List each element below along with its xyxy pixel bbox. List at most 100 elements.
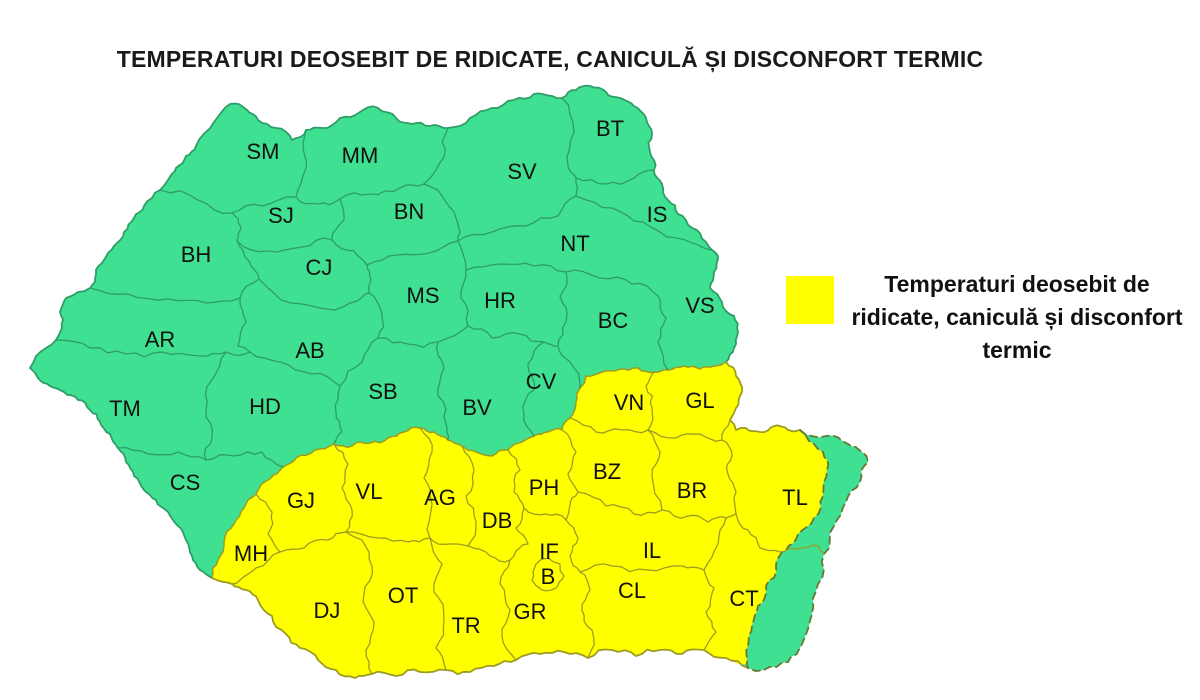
county-border-warning-24 bbox=[687, 513, 737, 523]
county-border-normal-28 bbox=[339, 337, 379, 387]
warning-zone-boundary bbox=[211, 361, 727, 579]
county-label-VS: VS bbox=[685, 293, 714, 318]
county-border-normal-14 bbox=[366, 264, 372, 294]
county-border-warning-12 bbox=[507, 449, 525, 509]
county-label-BC: BC bbox=[598, 308, 629, 333]
county-border-normal-13 bbox=[258, 278, 370, 311]
county-border-warning-5 bbox=[345, 531, 431, 543]
county-border-warning-15 bbox=[523, 507, 567, 521]
county-label-BV: BV bbox=[462, 395, 492, 420]
county-label-GL: GL bbox=[685, 388, 714, 413]
county-border-normal-2 bbox=[295, 129, 308, 198]
county-border-warning-13 bbox=[515, 507, 529, 545]
county-label-HD: HD bbox=[249, 394, 281, 419]
county-border-normal-29 bbox=[249, 351, 341, 387]
county-label-HR: HR bbox=[484, 288, 516, 313]
county-border-warning-11 bbox=[499, 559, 517, 661]
county-border-warning-30 bbox=[721, 439, 737, 515]
county-border-warning-26 bbox=[569, 417, 649, 434]
county-border-normal-1 bbox=[231, 196, 297, 214]
legend-swatch-yellow bbox=[786, 276, 834, 324]
county-border-warning-17 bbox=[565, 491, 579, 521]
county-label-AG: AG bbox=[424, 485, 456, 510]
county-border-normal-9 bbox=[331, 198, 345, 241]
county-label-BZ: BZ bbox=[593, 459, 621, 484]
county-border-warning-22 bbox=[561, 429, 579, 493]
county-border-normal-15 bbox=[366, 240, 459, 266]
county-border-normal-4 bbox=[339, 183, 425, 200]
county-label-IS: IS bbox=[647, 202, 668, 227]
county-label-CV: CV bbox=[526, 369, 557, 394]
county-border-tl-ct bbox=[735, 513, 825, 555]
county-border-normal-7 bbox=[231, 212, 242, 242]
county-label-AR: AR bbox=[145, 327, 176, 352]
county-border-warning-1 bbox=[231, 551, 281, 585]
county-label-SJ: SJ bbox=[268, 203, 294, 228]
county-border-normal-10 bbox=[331, 239, 368, 266]
county-label-B: B bbox=[541, 564, 556, 589]
county-border-warning-0 bbox=[255, 493, 281, 553]
county-border-normal-34 bbox=[435, 341, 450, 441]
county-border-warning-14 bbox=[509, 543, 529, 561]
county-border-normal-23 bbox=[565, 269, 633, 285]
county-border-normal-0 bbox=[159, 189, 233, 215]
county-label-BR: BR bbox=[677, 478, 708, 503]
county-label-PH: PH bbox=[529, 475, 560, 500]
county-label-MM: MM bbox=[342, 143, 379, 168]
county-border-normal-6 bbox=[423, 183, 461, 242]
county-border-warning-23 bbox=[577, 491, 689, 519]
country-border-danube bbox=[725, 361, 801, 434]
county-border-normal-17 bbox=[561, 97, 579, 197]
county-border-warning-25 bbox=[647, 429, 663, 511]
county-border-normal-38 bbox=[117, 446, 207, 461]
county-label-TL: TL bbox=[782, 485, 808, 510]
county-border-normal-22 bbox=[465, 262, 567, 273]
county-border-normal-18 bbox=[575, 169, 655, 185]
county-border-warning-2 bbox=[333, 443, 353, 533]
county-border-normal-20 bbox=[642, 221, 719, 257]
county-label-CT: CT bbox=[729, 586, 758, 611]
county-label-BN: BN bbox=[394, 199, 425, 224]
county-label-MS: MS bbox=[407, 283, 440, 308]
county-label-AB: AB bbox=[295, 338, 324, 363]
county-border-warning-21 bbox=[703, 517, 727, 571]
county-border-warning-9 bbox=[461, 445, 477, 547]
county-label-GR: GR bbox=[514, 599, 547, 624]
county-border-normal-35 bbox=[467, 325, 545, 343]
legend-label: Temperaturi deosebit de ridicate, canicu… bbox=[851, 271, 1183, 363]
county-label-OT: OT bbox=[388, 583, 419, 608]
county-label-DB: DB bbox=[482, 508, 513, 533]
county-border-normal-39 bbox=[205, 451, 284, 468]
county-label-SV: SV bbox=[507, 159, 537, 184]
county-label-CJ: CJ bbox=[306, 255, 333, 280]
county-label-VN: VN bbox=[614, 390, 645, 415]
county-border-warning-10 bbox=[467, 545, 511, 563]
county-label-IF: IF bbox=[539, 539, 559, 564]
county-border-normal-21 bbox=[457, 240, 469, 327]
county-border-warning-28 bbox=[647, 429, 723, 442]
county-border-normal-24 bbox=[631, 282, 669, 371]
county-label-TR: TR bbox=[451, 613, 480, 638]
county-label-CS: CS bbox=[170, 470, 201, 495]
county-border-normal-5 bbox=[423, 127, 449, 185]
county-label-TM: TM bbox=[109, 396, 141, 421]
county-border-normal-16 bbox=[457, 195, 577, 242]
county-border-warning-7 bbox=[429, 537, 447, 671]
county-border-warning-20 bbox=[703, 569, 717, 651]
county-border-normal-37 bbox=[543, 341, 581, 389]
county-border-warning-3 bbox=[279, 531, 347, 553]
page-title: TEMPERATURI DEOSEBIT DE RIDICATE, CANICU… bbox=[116, 46, 984, 73]
county-border-warning-18 bbox=[579, 571, 595, 659]
county-border-normal-11 bbox=[236, 240, 260, 280]
county-label-SB: SB bbox=[368, 379, 397, 404]
county-border-warning-16 bbox=[565, 519, 581, 573]
county-label-CL: CL bbox=[618, 578, 646, 603]
county-label-BT: BT bbox=[596, 116, 624, 141]
coastal-normal-strip bbox=[745, 429, 869, 672]
country-border-north bbox=[29, 84, 739, 579]
county-label-MH: MH bbox=[234, 541, 268, 566]
county-label-GJ: GJ bbox=[287, 488, 315, 513]
county-border-normal-30 bbox=[237, 297, 251, 353]
county-label-BH: BH bbox=[181, 242, 212, 267]
